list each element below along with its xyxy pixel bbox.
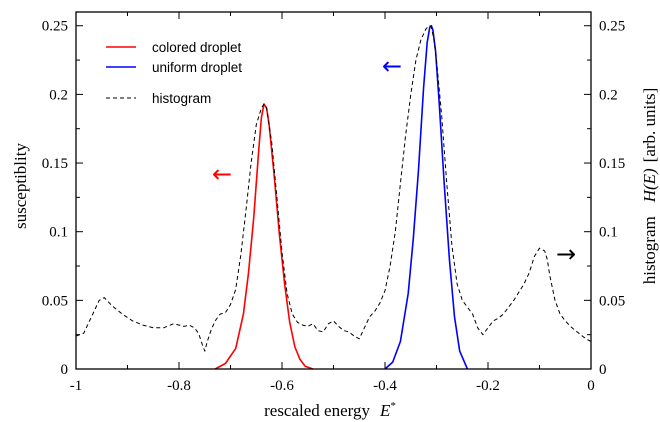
x-tick-label: -0.4 — [373, 378, 397, 394]
y-right-tick-label: 0.1 — [599, 225, 618, 241]
y-left-tick-label: 0.2 — [49, 87, 68, 103]
x-tick-label: -0.6 — [270, 378, 294, 394]
y-axis-right-title-units: [arb. units] — [640, 88, 659, 163]
x-axis-title-superscript: * — [390, 400, 396, 412]
x-tick-label: -0.2 — [476, 378, 500, 394]
y-left-tick-label: 0.15 — [42, 156, 68, 172]
y-right-tick-label: 0.05 — [599, 293, 625, 309]
legend: colored droplet uniform droplet histogra… — [106, 40, 242, 106]
y-right-tick-label: 0 — [599, 362, 607, 378]
y-left-tick-label: 0.1 — [49, 225, 68, 241]
left-arrow-blue-annotation: ← — [382, 52, 402, 80]
series-line-colored-droplet — [214, 103, 314, 370]
x-tick-label: -0.8 — [167, 378, 191, 394]
y-axis-right-title-text: histogram — [640, 216, 659, 284]
y-axis-left-title: susceptiblity — [11, 143, 30, 229]
x-tick-label: -1 — [70, 378, 83, 394]
x-axis-title: rescaled energy E* — [264, 400, 396, 420]
x-tick-label: 0 — [587, 378, 595, 394]
axis-arrows: ← ← → — [212, 52, 576, 268]
legend-label-histogram: histogram — [152, 91, 211, 106]
y-left-tick-label: 0.05 — [42, 293, 68, 309]
y-axis-right-title-symbol: H(E) — [640, 168, 659, 203]
x-axis-title-symbol: E — [379, 401, 391, 420]
y-left-tick-label: 0 — [61, 362, 69, 378]
y-axis-right-title: histogram H(E) [arb. units] — [640, 88, 659, 285]
legend-label-uniform-droplet: uniform droplet — [152, 60, 242, 75]
x-axis-title-text: rescaled energy — [264, 401, 370, 420]
ticks-layer: -1 -0.8 -0.6 -0.4 -0.2 00 00.05 0.050.1 0.10.15 0… — [42, 12, 625, 394]
left-arrow-red-annotation: ← — [212, 160, 232, 188]
series-line-histogram — [75, 25, 592, 352]
y-right-tick-label: 0.15 — [599, 156, 625, 172]
y-left-tick-label: 0.25 — [42, 19, 68, 35]
legend-label-colored-droplet: colored droplet — [152, 40, 242, 55]
right-arrow-black-annotation: → — [556, 240, 576, 268]
series-layer — [75, 24, 592, 370]
y-right-tick-label: 0.2 — [599, 87, 618, 103]
y-right-tick-label: 0.25 — [599, 19, 625, 35]
